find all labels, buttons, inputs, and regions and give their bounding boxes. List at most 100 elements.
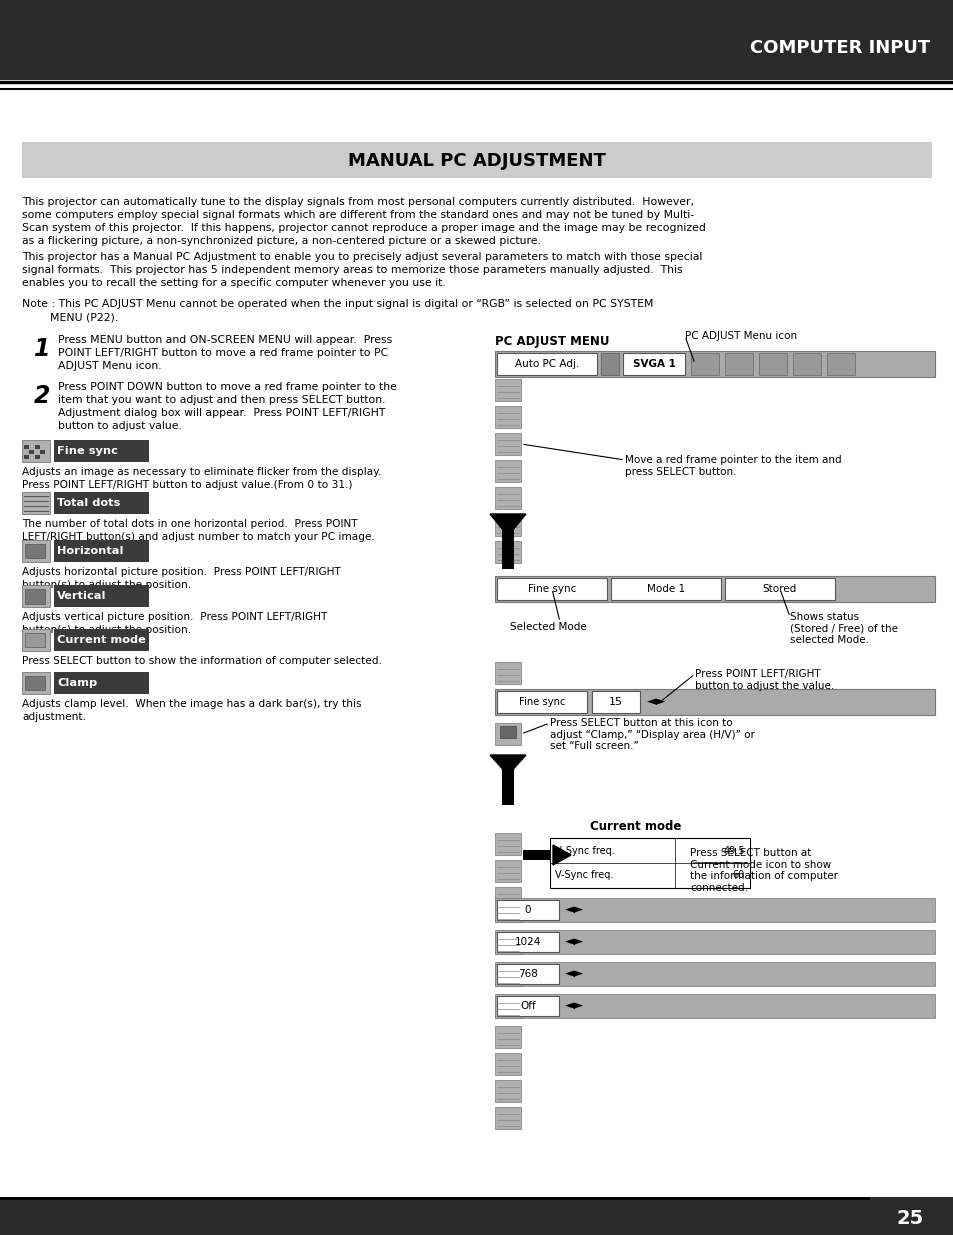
- Text: POINT LEFT/RIGHT button to move a red frame pointer to PC: POINT LEFT/RIGHT button to move a red fr…: [58, 348, 388, 358]
- Bar: [495, 514, 520, 536]
- Bar: [495, 887, 520, 909]
- Bar: [869, 1197, 953, 1235]
- Text: COMPUTER INPUT: COMPUTER INPUT: [749, 40, 929, 57]
- Text: The number of total dots in one horizontal period.  Press POINT: The number of total dots in one horizont…: [22, 519, 357, 529]
- Text: Selected Mode: Selected Mode: [510, 622, 586, 632]
- Bar: [35, 454, 40, 459]
- Polygon shape: [490, 755, 525, 776]
- Text: adjustment.: adjustment.: [22, 713, 86, 722]
- Text: Note : This PC ADJUST Menu cannot be operated when the input signal is digital o: Note : This PC ADJUST Menu cannot be ope…: [22, 299, 653, 309]
- Text: Press SELECT button at
Current mode icon to show
the information of computer
con: Press SELECT button at Current mode icon…: [689, 848, 837, 893]
- Polygon shape: [490, 514, 525, 536]
- Bar: [497, 965, 558, 984]
- Bar: [0, 0, 953, 80]
- Text: Off: Off: [519, 1002, 536, 1011]
- Bar: [600, 353, 618, 375]
- Text: ADJUST Menu icon.: ADJUST Menu icon.: [58, 361, 161, 370]
- Text: Vertical: Vertical: [57, 592, 107, 601]
- Text: PC ADJUST Menu icon: PC ADJUST Menu icon: [684, 331, 797, 341]
- Bar: [622, 353, 684, 375]
- Bar: [30, 450, 34, 454]
- Bar: [40, 450, 46, 454]
- Text: as a flickering picture, a non-synchronized picture, a non-centered picture or a: as a flickering picture, a non-synchroni…: [22, 236, 540, 246]
- Text: PC ADJUST MENU: PC ADJUST MENU: [495, 335, 609, 348]
- Bar: [495, 965, 520, 986]
- Text: Current mode: Current mode: [589, 820, 680, 832]
- Bar: [759, 353, 786, 375]
- Bar: [495, 541, 520, 563]
- Text: 25: 25: [896, 1209, 923, 1228]
- Text: This projector can automatically tune to the display signals from most personal : This projector can automatically tune to…: [22, 198, 693, 207]
- Text: Fine sync: Fine sync: [57, 446, 118, 456]
- Text: LEFT/RIGHT button(s) and adjust number to match your PC image.: LEFT/RIGHT button(s) and adjust number t…: [22, 532, 375, 542]
- Bar: [592, 692, 639, 713]
- Bar: [495, 576, 934, 601]
- Bar: [495, 406, 520, 429]
- Bar: [497, 900, 558, 920]
- Text: 1: 1: [34, 337, 51, 361]
- Bar: [495, 459, 520, 482]
- Text: Horizontal: Horizontal: [57, 546, 123, 556]
- Bar: [495, 860, 520, 882]
- Bar: [497, 353, 597, 375]
- Bar: [495, 1026, 520, 1049]
- Text: 768: 768: [517, 969, 537, 979]
- Bar: [0, 1197, 953, 1200]
- Text: Stored: Stored: [762, 584, 797, 594]
- Bar: [25, 676, 45, 690]
- Bar: [724, 353, 752, 375]
- Text: Auto PC Adj.: Auto PC Adj.: [515, 359, 578, 369]
- Text: Fine sync: Fine sync: [518, 697, 565, 706]
- Text: This projector has a Manual PC Adjustment to enable you to precisely adjust seve: This projector has a Manual PC Adjustmen…: [22, 252, 701, 262]
- Bar: [495, 351, 934, 377]
- Bar: [54, 440, 149, 462]
- Text: ◄►: ◄►: [564, 967, 583, 981]
- Bar: [497, 995, 558, 1016]
- Bar: [54, 629, 149, 651]
- Bar: [501, 755, 514, 805]
- Text: Fine sync: Fine sync: [527, 584, 576, 594]
- Bar: [495, 994, 934, 1018]
- Bar: [495, 962, 934, 986]
- Text: 60: 60: [732, 871, 744, 881]
- Bar: [826, 353, 854, 375]
- Bar: [22, 540, 50, 562]
- Bar: [495, 379, 520, 401]
- Bar: [25, 634, 45, 647]
- Text: ◄►: ◄►: [646, 695, 665, 709]
- Text: enables you to recall the setting for a specific computer whenever you use it.: enables you to recall the setting for a …: [22, 278, 445, 288]
- Bar: [54, 492, 149, 514]
- Text: Press POINT LEFT/RIGHT
button to adjust the value.: Press POINT LEFT/RIGHT button to adjust …: [695, 669, 833, 690]
- Text: Mode 1: Mode 1: [646, 584, 684, 594]
- Bar: [495, 689, 934, 715]
- Bar: [54, 672, 149, 694]
- Bar: [35, 445, 40, 450]
- Text: 15: 15: [608, 697, 622, 706]
- Bar: [522, 850, 553, 860]
- Bar: [0, 1197, 953, 1235]
- Text: 0: 0: [524, 905, 531, 915]
- Bar: [495, 898, 934, 923]
- Bar: [54, 540, 149, 562]
- Text: Press POINT DOWN button to move a red frame pointer to the: Press POINT DOWN button to move a red fr…: [58, 382, 396, 391]
- Bar: [499, 726, 516, 739]
- Bar: [792, 353, 821, 375]
- Bar: [22, 440, 50, 462]
- Text: V-Sync freq.: V-Sync freq.: [555, 871, 613, 881]
- Bar: [495, 995, 520, 1018]
- Bar: [690, 353, 719, 375]
- Text: ◄►: ◄►: [564, 904, 583, 916]
- Text: button to adjust value.: button to adjust value.: [58, 421, 182, 431]
- Bar: [497, 932, 558, 952]
- Bar: [495, 1079, 520, 1102]
- Text: Press MENU button and ON-SCREEN MENU will appear.  Press: Press MENU button and ON-SCREEN MENU wil…: [58, 335, 392, 345]
- Text: MANUAL PC ADJUSTMENT: MANUAL PC ADJUSTMENT: [348, 152, 605, 170]
- Bar: [495, 932, 520, 953]
- Text: Scan system of this projector.  If this happens, projector cannot reproduce a pr: Scan system of this projector. If this h…: [22, 224, 705, 233]
- Text: MENU (P22).: MENU (P22).: [22, 312, 118, 322]
- Text: signal formats.  This projector has 5 independent memory areas to memorize those: signal formats. This projector has 5 ind…: [22, 266, 682, 275]
- Text: Move a red frame pointer to the item and
press SELECT button.: Move a red frame pointer to the item and…: [624, 454, 841, 477]
- Polygon shape: [553, 845, 571, 864]
- Bar: [495, 900, 520, 923]
- Bar: [495, 433, 520, 454]
